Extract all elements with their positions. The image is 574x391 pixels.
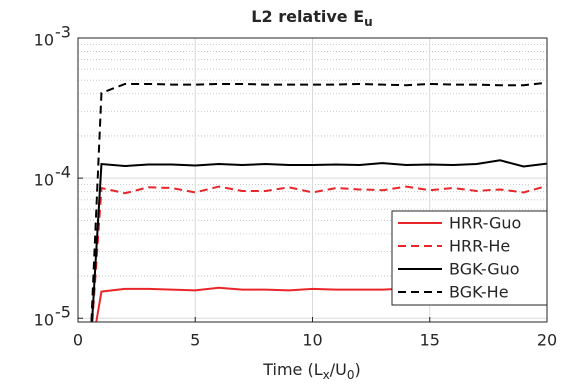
x-tick-label: 20 (537, 331, 557, 350)
y-tick-label: 10 (34, 31, 54, 50)
x-label-subscript: 0 (347, 368, 355, 382)
y-tick-label: 10 (34, 171, 54, 190)
x-label-text: ) (355, 360, 361, 379)
title-text: L2 relative E (251, 7, 364, 26)
x-tick-label: 5 (190, 331, 200, 350)
legend-label: BGK-Guo (449, 260, 520, 279)
y-tick-label: 10 (34, 311, 54, 330)
chart-title: L2 relative Eu (251, 7, 372, 29)
legend-box (391, 210, 548, 306)
y-tick-exponent: -5 (55, 303, 71, 322)
x-tick-label: 15 (420, 331, 440, 350)
legend-label: HRR-Guo (449, 214, 521, 233)
legend-label: BGK-He (449, 283, 509, 302)
series-line (91, 184, 547, 322)
legend: HRR-Guo HRR-He BGK-Guo BGK-He (391, 210, 548, 306)
x-label-subscript: x (323, 368, 330, 382)
x-axis-label: Time (Lx/U0) (262, 360, 361, 382)
y-tick-exponent: -3 (55, 23, 71, 42)
x-tick-label: 10 (302, 331, 322, 350)
x-label-text: /U (330, 360, 347, 379)
title-subscript: u (364, 15, 373, 29)
x-label-text: Time (L (262, 360, 322, 379)
y-tick-exponent: -4 (55, 163, 71, 182)
legend-label: HRR-He (449, 237, 510, 256)
x-tick-label: 0 (73, 331, 83, 350)
series-line (91, 159, 547, 322)
